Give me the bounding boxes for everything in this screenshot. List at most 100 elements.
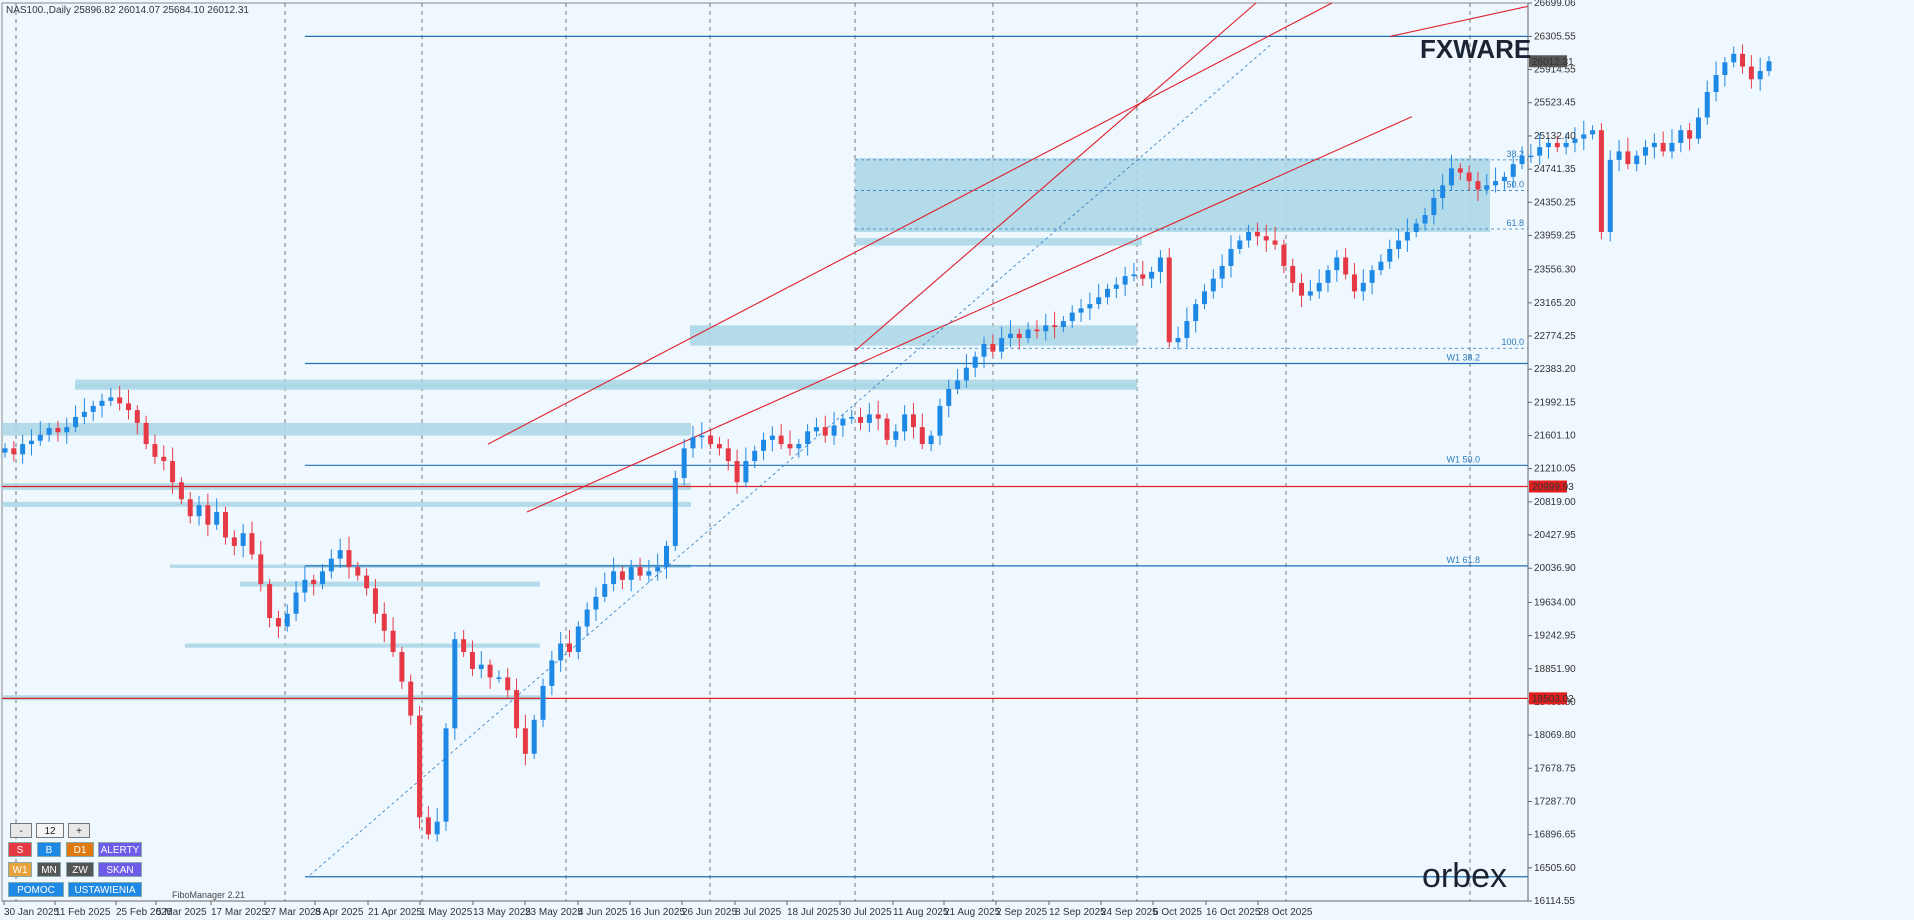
scan-button[interactable]: SKAN (98, 862, 142, 877)
candle-body (672, 478, 678, 546)
price-tick-label: 17287.70 (1534, 796, 1576, 807)
candle-body (1140, 274, 1146, 279)
date-tick-label: 27 Mar 2025 (265, 907, 322, 918)
candle-body (1695, 117, 1701, 139)
candle-body (1660, 142, 1666, 152)
candle-body (769, 435, 775, 440)
candle-body (108, 397, 114, 401)
alerts-button[interactable]: ALERTY (98, 842, 142, 857)
support-zone (185, 643, 540, 648)
candle-body (946, 388, 952, 406)
price-tick-label: 22383.20 (1534, 364, 1576, 375)
candle-body (320, 571, 326, 585)
candle-body (1766, 61, 1772, 72)
candle-body (346, 550, 352, 568)
candle-body (302, 579, 308, 593)
orbex-logo: orbex (1422, 857, 1507, 895)
date-tick-label: 30 Jul 2025 (840, 907, 892, 918)
candle-body (443, 728, 449, 822)
symbol-title: NAS100.,Daily 25896.82 26014.07 25684.10… (6, 5, 249, 16)
candle-body (1501, 176, 1507, 182)
candle-body (619, 571, 625, 580)
settings-button[interactable]: USTAWIENIA (68, 882, 142, 897)
price-tick-label: 25523.45 (1534, 98, 1576, 109)
channel-line (487, 2, 1333, 445)
date-tick-label: 24 Sep 2025 (1101, 907, 1158, 918)
price-tick-label: 23165.20 (1534, 298, 1576, 309)
support-zone (855, 237, 1142, 246)
channel-line (854, 2, 1257, 352)
price-tick-label: 16505.60 (1534, 863, 1576, 874)
help-button[interactable]: POMOC (8, 882, 64, 897)
date-tick-label: 21 Aug 2025 (944, 907, 1001, 918)
candle-body (1510, 164, 1516, 177)
candle-body (1546, 142, 1551, 148)
timeframe-mn-button[interactable]: MN (37, 862, 61, 877)
candle-body (1422, 215, 1428, 224)
candle-body (1598, 130, 1604, 232)
timeframe-w1-button[interactable]: W1 (8, 862, 32, 877)
candle-body (955, 380, 961, 389)
price-tick-label: 16114.55 (1534, 896, 1575, 907)
candle-body (1078, 308, 1084, 313)
candle-body (1572, 138, 1578, 143)
candle-body (1554, 142, 1560, 148)
candle-body (125, 403, 131, 411)
candle-body (37, 434, 43, 441)
candle-body (1307, 291, 1313, 296)
timeframe-d1-button[interactable]: D1 (66, 842, 94, 857)
candle-body (372, 588, 378, 614)
candle-body (584, 609, 590, 627)
candle-body (487, 664, 493, 678)
decrease-button[interactable]: - (10, 823, 32, 838)
date-tick-label: 16 Oct 2025 (1206, 907, 1261, 918)
candle-body (1625, 151, 1631, 165)
candle-body (1484, 185, 1490, 190)
date-tick-label: 4 Jun 2025 (578, 907, 628, 918)
date-tick-label: 11 Feb 2025 (55, 907, 111, 918)
price-label-text: 20999.93 (1532, 482, 1574, 493)
sell-button[interactable]: S (8, 842, 32, 857)
candle-body (1246, 231, 1252, 241)
candle-body (990, 343, 996, 352)
increase-button[interactable]: + (68, 823, 90, 838)
candle-body (64, 427, 70, 433)
price-tick-label: 20819.00 (1534, 497, 1576, 508)
candle-body (478, 664, 484, 669)
candle-body (1149, 271, 1155, 279)
buy-button[interactable]: B (37, 842, 61, 857)
candle-body (813, 427, 819, 432)
price-tick-label: 17678.75 (1534, 763, 1576, 774)
price-label-text: 18503.02 (1532, 694, 1574, 705)
zw-button[interactable]: ZW (66, 862, 94, 877)
candle-body (117, 397, 123, 404)
level-label: W1 50.0 (1446, 454, 1480, 464)
candle-body (258, 554, 264, 585)
channel-line (526, 116, 1413, 513)
count-field[interactable]: 12 (36, 823, 64, 838)
candle-body (1404, 231, 1410, 241)
candle-body (522, 728, 528, 754)
date-tick-label: 18 Jul 2025 (787, 907, 839, 918)
candle-body (73, 416, 79, 428)
candle-body (381, 613, 387, 631)
candle-body (1722, 62, 1728, 76)
candle-body (1466, 172, 1472, 182)
candle-body (311, 579, 317, 585)
candle-body (1263, 236, 1269, 241)
candle-body (1131, 274, 1137, 277)
candle-body (196, 505, 202, 517)
candle-body (99, 400, 105, 406)
candle-body (593, 596, 599, 610)
candle-body (293, 592, 299, 614)
candle-body (214, 511, 220, 525)
candle-body (963, 367, 969, 381)
candle-body (1210, 278, 1216, 292)
level-label: W1 61.8 (1446, 555, 1480, 565)
candle-body (1025, 329, 1031, 339)
price-tick-label: 18851.90 (1534, 664, 1576, 675)
support-zone (2, 501, 691, 507)
price-tick-label: 21210.05 (1534, 464, 1576, 475)
price-label-box (1529, 692, 1567, 705)
